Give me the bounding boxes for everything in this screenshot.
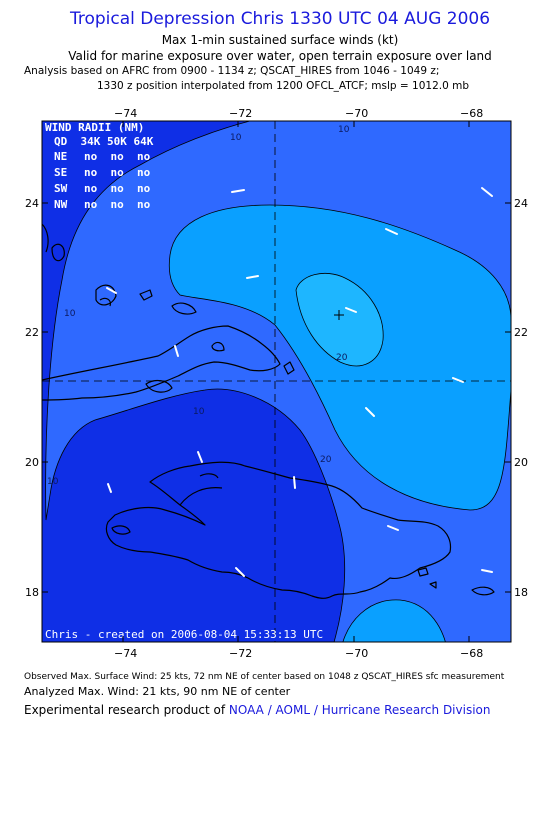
map-frame (41, 120, 512, 643)
position-note: 1330 z position interpolated from 1200 O… (97, 80, 470, 92)
land-tortuga (199, 473, 219, 479)
wind-barb (107, 483, 112, 493)
contour-label: 10 (230, 133, 242, 143)
observed-max-wind: Observed Max. Surface Wind: 25 kts, 72 n… (24, 672, 505, 682)
contour-label: 10 (47, 477, 59, 487)
lon-tick-bottom: −68 (460, 647, 484, 660)
land-caicos (283, 361, 295, 375)
wind-radii-table: WIND RADII (NM) QD 34K 50K 64K NE no no … (45, 121, 154, 211)
lon-tick-bottom: −72 (229, 647, 253, 660)
lat-tick-left: 18 (25, 586, 39, 599)
land-mona (429, 581, 437, 589)
map-title: Tropical Depression Chris 1330 UTC 04 AU… (69, 9, 491, 29)
lat-tick-left: 24 (25, 197, 39, 210)
contour-label: 10 (64, 309, 76, 319)
land-saona (417, 567, 429, 577)
analysis-sources: Analysis based on AFRC from 0900 - 1134 … (24, 65, 440, 77)
wind-band-bottom (342, 599, 446, 642)
land-cuba (42, 325, 281, 401)
subtitle-validity: Valid for marine exposure over water, op… (68, 49, 492, 63)
wind-radii-values: no no no (84, 182, 151, 195)
lon-tick-top: −68 (460, 107, 484, 120)
contour-label: 20 (320, 455, 332, 465)
wind-barb (345, 307, 357, 313)
wind-barb (365, 407, 375, 417)
land-ragged (99, 297, 111, 307)
subtitle-units: Max 1-min sustained surface winds (kt) (161, 33, 399, 47)
lon-tick-top: −70 (345, 107, 369, 120)
wind-barb (235, 567, 245, 577)
center-marker (334, 310, 344, 320)
land-hispaniola (105, 461, 452, 599)
land-inagua (145, 379, 173, 393)
wind-barb (174, 345, 179, 357)
wind-radii-quadrant: NW (54, 198, 68, 211)
lat-tick-left: 22 (25, 326, 39, 339)
wind-barb (246, 275, 259, 279)
wind-barb (385, 228, 398, 235)
contour-label: 20 (336, 353, 348, 363)
wind-barb (387, 525, 399, 531)
wind-core (295, 273, 384, 367)
lon-tick-top: −74 (114, 107, 138, 120)
land-long-island (171, 302, 197, 315)
analyzed-max-wind: Analyzed Max. Wind: 21 kts, 90 nm NE of … (24, 685, 291, 698)
wind-barb (197, 451, 203, 463)
wind-barb (481, 187, 493, 197)
wind-radii-quadrant: SE (54, 166, 67, 179)
lon-tick-bottom: −74 (114, 647, 138, 660)
wind-radii-values: no no no (84, 166, 151, 179)
land-exuma (139, 289, 153, 301)
wind-radii-quadrant: SW (54, 182, 68, 195)
lat-tick-right: 20 (514, 456, 528, 469)
wind-radii-values: no no no (84, 198, 151, 211)
lat-tick-right: 22 (514, 326, 528, 339)
land-gonave (111, 525, 131, 535)
wind-radii-values: no no no (84, 150, 151, 163)
lat-tick-right: 24 (514, 197, 528, 210)
land-cat-island (51, 243, 65, 262)
wind-barb (231, 189, 245, 193)
wind-barb (106, 287, 117, 294)
land-eleuthera (42, 223, 49, 253)
wind-barb (293, 476, 296, 489)
lat-tick-left: 20 (25, 456, 39, 469)
land-andros (95, 284, 117, 306)
wind-barb (452, 377, 464, 383)
frame-ticks (42, 121, 511, 642)
lon-tick-bottom: −70 (345, 647, 369, 660)
lon-tick-top: −72 (229, 107, 253, 120)
product-credit: Experimental research product of NOAA / … (24, 703, 490, 717)
wind-barb (481, 569, 493, 573)
wind-radii-quadrant: NE (54, 150, 67, 163)
creation-credit: Chris - created on 2006-08-04 15:33:13 U… (45, 628, 323, 641)
product-credit-org[interactable]: NOAA / AOML / Hurricane Research Divisio… (228, 703, 491, 717)
wind-radii-title: WIND RADII (NM) (45, 121, 144, 134)
contour-label: 10 (193, 407, 205, 417)
wind-radii-header: QD 34K 50K 64K (54, 135, 154, 148)
land-acklins (211, 341, 225, 352)
contour-label: 10 (338, 125, 350, 135)
lat-tick-right: 18 (514, 586, 528, 599)
land-puerto-rico (471, 586, 495, 596)
product-credit-prefix: Experimental research product of (24, 703, 229, 717)
